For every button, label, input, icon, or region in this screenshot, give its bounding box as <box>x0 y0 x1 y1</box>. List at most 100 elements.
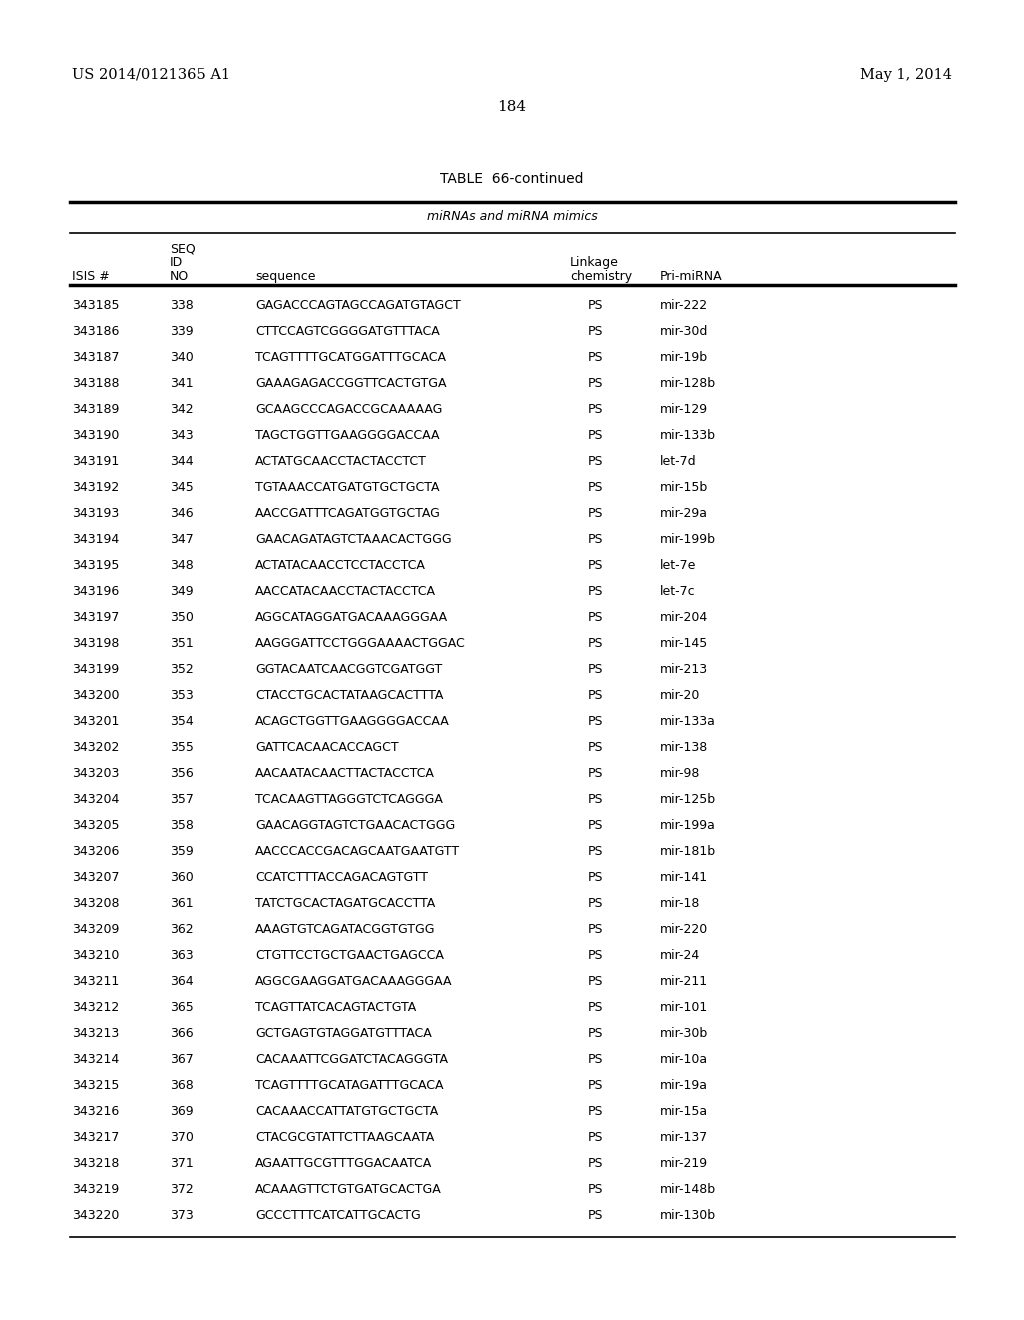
Text: ACTATGCAACCTACTACCTCT: ACTATGCAACCTACTACCTCT <box>255 455 427 469</box>
Text: 373: 373 <box>170 1209 194 1222</box>
Text: mir-15a: mir-15a <box>660 1105 709 1118</box>
Text: CACAAACCATTATGTGCTGCTA: CACAAACCATTATGTGCTGCTA <box>255 1105 438 1118</box>
Text: PS: PS <box>588 378 603 389</box>
Text: mir-15b: mir-15b <box>660 480 709 494</box>
Text: 343216: 343216 <box>72 1105 119 1118</box>
Text: AACAATACAACTTACTACCTCA: AACAATACAACTTACTACCTCA <box>255 767 435 780</box>
Text: GCAAGCCCAGACCGCAAAAAG: GCAAGCCCAGACCGCAAAAAG <box>255 403 442 416</box>
Text: 343189: 343189 <box>72 403 120 416</box>
Text: mir-24: mir-24 <box>660 949 700 962</box>
Text: mir-148b: mir-148b <box>660 1183 716 1196</box>
Text: PS: PS <box>588 845 603 858</box>
Text: mir-145: mir-145 <box>660 638 709 649</box>
Text: PS: PS <box>588 689 603 702</box>
Text: let-7e: let-7e <box>660 558 696 572</box>
Text: ACTATACAACCTCCTACCTCA: ACTATACAACCTCCTACCTCA <box>255 558 426 572</box>
Text: 355: 355 <box>170 741 194 754</box>
Text: 339: 339 <box>170 325 194 338</box>
Text: PS: PS <box>588 1001 603 1014</box>
Text: PS: PS <box>588 351 603 364</box>
Text: 357: 357 <box>170 793 194 807</box>
Text: 354: 354 <box>170 715 194 729</box>
Text: 343201: 343201 <box>72 715 120 729</box>
Text: CCATCTTTACCAGACAGTGTT: CCATCTTTACCAGACAGTGTT <box>255 871 428 884</box>
Text: mir-137: mir-137 <box>660 1131 709 1144</box>
Text: PS: PS <box>588 403 603 416</box>
Text: 368: 368 <box>170 1078 194 1092</box>
Text: 343194: 343194 <box>72 533 119 546</box>
Text: CTTCCAGTCGGGGATGTTTACA: CTTCCAGTCGGGGATGTTTACA <box>255 325 439 338</box>
Text: mir-199a: mir-199a <box>660 818 716 832</box>
Text: PS: PS <box>588 1209 603 1222</box>
Text: TCAGTTTTGCATAGATTTGCACA: TCAGTTTTGCATAGATTTGCACA <box>255 1078 443 1092</box>
Text: NO: NO <box>170 271 189 282</box>
Text: GGTACAATCAACGGTCGATGGT: GGTACAATCAACGGTCGATGGT <box>255 663 442 676</box>
Text: GAGACCCAGTAGCCAGATGTAGCT: GAGACCCAGTAGCCAGATGTAGCT <box>255 300 461 312</box>
Text: 346: 346 <box>170 507 194 520</box>
Text: 359: 359 <box>170 845 194 858</box>
Text: 348: 348 <box>170 558 194 572</box>
Text: TCAGTTATCACAGTACTGTA: TCAGTTATCACAGTACTGTA <box>255 1001 416 1014</box>
Text: 343: 343 <box>170 429 194 442</box>
Text: mir-133b: mir-133b <box>660 429 716 442</box>
Text: PS: PS <box>588 507 603 520</box>
Text: 343196: 343196 <box>72 585 119 598</box>
Text: 338: 338 <box>170 300 194 312</box>
Text: GCTGAGTGTAGGATGTTTACA: GCTGAGTGTAGGATGTTTACA <box>255 1027 432 1040</box>
Text: mir-101: mir-101 <box>660 1001 709 1014</box>
Text: PS: PS <box>588 1053 603 1067</box>
Text: 343220: 343220 <box>72 1209 120 1222</box>
Text: 344: 344 <box>170 455 194 469</box>
Text: mir-219: mir-219 <box>660 1158 709 1170</box>
Text: 343199: 343199 <box>72 663 119 676</box>
Text: 353: 353 <box>170 689 194 702</box>
Text: AGAATTGCGTTTGGACAATCA: AGAATTGCGTTTGGACAATCA <box>255 1158 432 1170</box>
Text: 343186: 343186 <box>72 325 120 338</box>
Text: 343219: 343219 <box>72 1183 119 1196</box>
Text: PS: PS <box>588 1078 603 1092</box>
Text: mir-129: mir-129 <box>660 403 709 416</box>
Text: AACCATACAACCTACTACCTCA: AACCATACAACCTACTACCTCA <box>255 585 436 598</box>
Text: PS: PS <box>588 818 603 832</box>
Text: 340: 340 <box>170 351 194 364</box>
Text: 343188: 343188 <box>72 378 120 389</box>
Text: mir-30d: mir-30d <box>660 325 709 338</box>
Text: ACAGCTGGTTGAAGGGGACCAA: ACAGCTGGTTGAAGGGGACCAA <box>255 715 450 729</box>
Text: mir-98: mir-98 <box>660 767 700 780</box>
Text: PS: PS <box>588 611 603 624</box>
Text: TCACAAGTTAGGGTCTCAGGGA: TCACAAGTTAGGGTCTCAGGGA <box>255 793 442 807</box>
Text: 360: 360 <box>170 871 194 884</box>
Text: 343200: 343200 <box>72 689 120 702</box>
Text: PS: PS <box>588 898 603 909</box>
Text: PS: PS <box>588 429 603 442</box>
Text: 343195: 343195 <box>72 558 120 572</box>
Text: mir-220: mir-220 <box>660 923 709 936</box>
Text: Linkage: Linkage <box>570 256 618 269</box>
Text: 345: 345 <box>170 480 194 494</box>
Text: mir-30b: mir-30b <box>660 1027 709 1040</box>
Text: PS: PS <box>588 1131 603 1144</box>
Text: 349: 349 <box>170 585 194 598</box>
Text: 343191: 343191 <box>72 455 119 469</box>
Text: 343192: 343192 <box>72 480 119 494</box>
Text: 356: 356 <box>170 767 194 780</box>
Text: 343198: 343198 <box>72 638 120 649</box>
Text: mir-20: mir-20 <box>660 689 700 702</box>
Text: 343202: 343202 <box>72 741 120 754</box>
Text: 343205: 343205 <box>72 818 120 832</box>
Text: 184: 184 <box>498 100 526 114</box>
Text: 343210: 343210 <box>72 949 120 962</box>
Text: PS: PS <box>588 975 603 987</box>
Text: 361: 361 <box>170 898 194 909</box>
Text: PS: PS <box>588 871 603 884</box>
Text: PS: PS <box>588 325 603 338</box>
Text: chemistry: chemistry <box>570 271 632 282</box>
Text: 343209: 343209 <box>72 923 120 936</box>
Text: AGGCGAAGGATGACAAAGGGAA: AGGCGAAGGATGACAAAGGGAA <box>255 975 453 987</box>
Text: 358: 358 <box>170 818 194 832</box>
Text: mir-19a: mir-19a <box>660 1078 708 1092</box>
Text: PS: PS <box>588 923 603 936</box>
Text: mir-199b: mir-199b <box>660 533 716 546</box>
Text: PS: PS <box>588 741 603 754</box>
Text: mir-130b: mir-130b <box>660 1209 716 1222</box>
